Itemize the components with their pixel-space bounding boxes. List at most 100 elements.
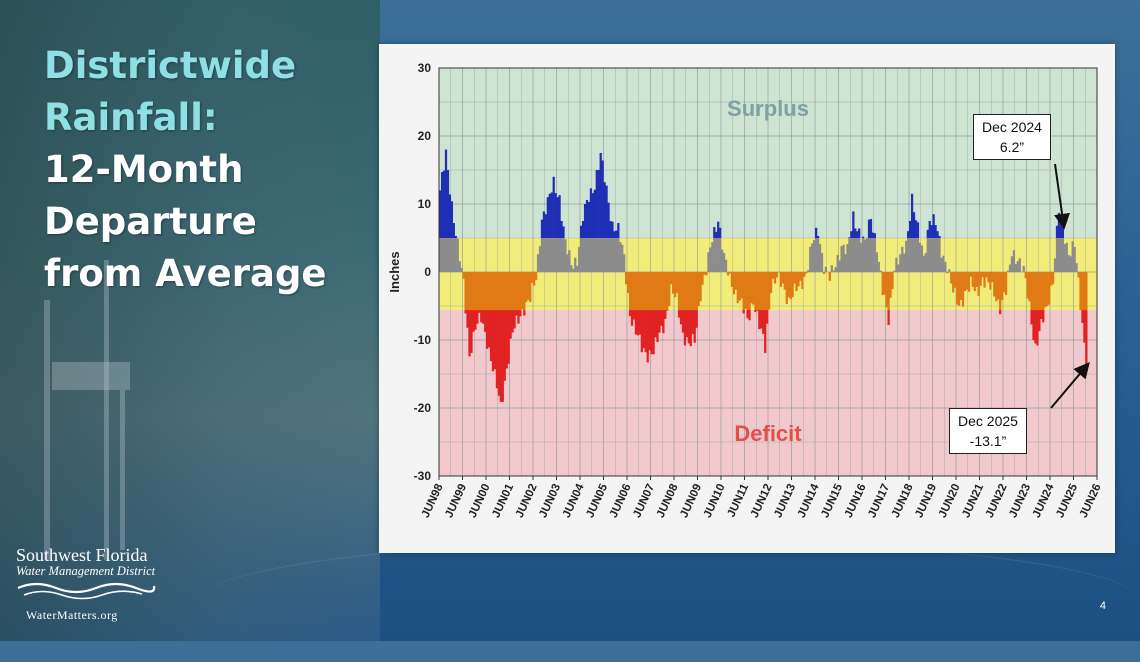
bar-segment-normal xyxy=(1067,255,1070,272)
bar-segment-dry xyxy=(754,272,757,311)
bar-segment-dry xyxy=(480,272,483,311)
bar-segment-dry xyxy=(511,272,514,311)
bar-segment-dry xyxy=(1046,272,1049,306)
bar-segment-dry xyxy=(634,272,638,311)
bar-segment-dry xyxy=(691,272,694,311)
bar-segment-dry xyxy=(652,272,655,311)
bar-segment-normal xyxy=(715,238,718,272)
bar-segment-dry xyxy=(525,272,528,302)
bar-segment-dry xyxy=(627,272,630,294)
bar-segment-normal xyxy=(585,238,589,272)
x-tick-label: JUN19 xyxy=(913,482,939,520)
x-tick-label: JUN04 xyxy=(561,482,587,520)
bar-segment-normal xyxy=(922,255,925,272)
bar-segment-dry xyxy=(779,272,783,287)
bar-segment-dry xyxy=(959,272,963,300)
bar-segment-deficit xyxy=(652,310,655,355)
bar-segment-surplus xyxy=(609,221,612,238)
bar-segment-dry xyxy=(1050,272,1053,286)
bar-segment-dry xyxy=(640,272,643,311)
bar-segment-dry xyxy=(664,272,667,311)
bar-segment-dry xyxy=(468,272,471,311)
bar-segment-dry xyxy=(891,272,894,289)
bar-segment-dry xyxy=(748,272,751,311)
x-tick-label: JUN99 xyxy=(443,482,469,520)
bar-segment-surplus xyxy=(926,229,929,238)
bar-segment-dry xyxy=(740,272,743,299)
bar-segment-dry xyxy=(1081,272,1084,311)
x-tick-label: JUN23 xyxy=(1007,482,1033,520)
bar-segment-normal xyxy=(564,239,567,272)
bar-segment-dry xyxy=(472,272,475,311)
logo-name: Southwest Florida xyxy=(16,545,148,565)
bar-segment-surplus xyxy=(607,202,610,238)
bar-segment-normal xyxy=(442,238,446,272)
x-tick-label: JUN03 xyxy=(537,482,563,520)
bar-segment-normal xyxy=(603,238,606,272)
bar-segment-dry xyxy=(482,272,485,311)
bar-segment-surplus xyxy=(558,195,561,238)
bar-segment-surplus xyxy=(613,231,616,238)
bar-segment-dry xyxy=(775,272,779,278)
bar-segment-surplus xyxy=(909,221,912,238)
x-tick-label: JUN15 xyxy=(819,482,845,520)
bar-segment-normal xyxy=(854,238,857,272)
bar-segment-normal xyxy=(580,238,583,272)
bar-segment-dry xyxy=(628,272,632,311)
bar-segment-normal xyxy=(916,238,920,272)
bar-segment-dry xyxy=(728,272,732,274)
bar-segment-deficit xyxy=(748,310,751,321)
bar-segment-dry xyxy=(746,272,749,311)
bar-segment-dry xyxy=(646,272,649,311)
bar-segment-deficit xyxy=(887,310,890,326)
bar-segment-normal xyxy=(719,238,722,272)
bar-segment-dry xyxy=(521,272,524,310)
bar-segment-dry xyxy=(697,272,700,306)
bar-segment-deficit xyxy=(658,310,661,333)
bar-segment-normal xyxy=(611,238,614,272)
bar-segment-normal xyxy=(717,238,720,272)
rainfall-departure-chart: Surplus Deficit 30 20 10 0 -10 -20 -30 Inches JUN9… xyxy=(387,61,1104,520)
bar-segment-dry xyxy=(995,272,998,302)
bar-segment-deficit xyxy=(666,310,669,311)
bar-segment-dry xyxy=(828,272,831,281)
bar-segment-dry xyxy=(695,272,698,311)
bar-segment-surplus xyxy=(585,199,589,238)
bar-segment-surplus xyxy=(1057,212,1061,238)
bar-segment-dry xyxy=(1038,272,1041,311)
bar-segment-surplus xyxy=(589,188,593,238)
bar-segment-deficit xyxy=(646,310,649,363)
bar-segment-deficit xyxy=(507,310,510,364)
bar-segment-dry xyxy=(1028,272,1031,302)
bar-segment-deficit xyxy=(1038,310,1041,332)
background-tower-box xyxy=(52,362,130,390)
bar-segment-surplus xyxy=(930,225,933,238)
bar-segment-surplus xyxy=(910,193,914,238)
y-tick-label: -20 xyxy=(414,401,432,415)
x-tick-label: JUN05 xyxy=(584,482,610,520)
annotation-arrow xyxy=(1054,163,1070,230)
bar-segment-surplus xyxy=(852,211,855,238)
bar-segment-dry xyxy=(642,272,645,311)
annotation-dec-2025: Dec 2025 -13.1” xyxy=(949,408,1027,454)
bar-segment-dry xyxy=(985,272,988,278)
deficit-label: Deficit xyxy=(734,421,802,446)
bar-segment-normal xyxy=(1010,256,1014,272)
bar-segment-surplus xyxy=(546,197,549,238)
bar-segment-normal xyxy=(558,238,561,272)
website-link[interactable]: WaterMatters.org xyxy=(26,608,118,622)
bar-segment-normal xyxy=(589,238,593,272)
bar-segment-dry xyxy=(1077,272,1080,278)
bar-segment-dry xyxy=(822,272,826,275)
bar-segment-dry xyxy=(783,272,786,290)
bar-segment-normal xyxy=(566,254,569,272)
background-photo xyxy=(0,0,380,641)
bar-segment-surplus xyxy=(611,221,614,238)
bar-segment-deficit xyxy=(640,310,643,353)
bar-segment-normal xyxy=(815,238,818,272)
bar-segment-dry xyxy=(685,272,689,311)
bar-segment-dry xyxy=(963,272,967,292)
bar-segment-dry xyxy=(666,272,669,311)
bar-segment-deficit xyxy=(679,310,683,325)
bar-segment-deficit xyxy=(476,310,479,324)
